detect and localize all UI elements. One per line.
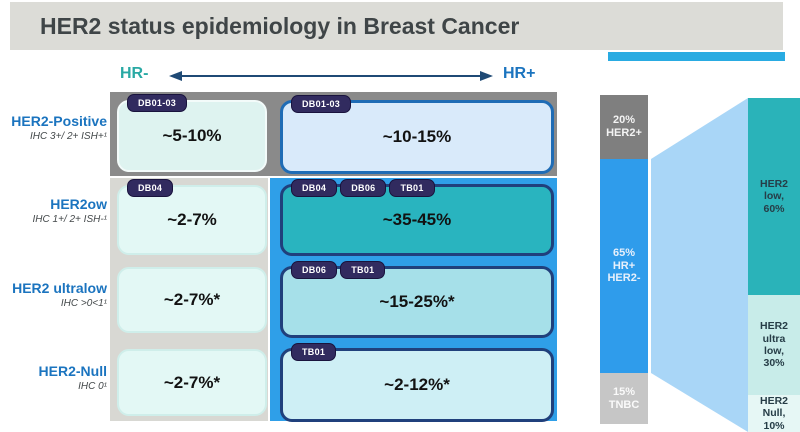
- page-title: HER2 status epidemiology in Breast Cance…: [40, 12, 520, 39]
- cell-her2ultralow-hrpos: DB06 TB01 ~15-25%*: [280, 261, 554, 338]
- segment-tnbc: 15% TNBC: [600, 373, 648, 424]
- prevalence-value: ~10-15%: [382, 127, 452, 146]
- row-name: HER2-Positive: [11, 113, 107, 129]
- row-criteria: IHC >0<1¹: [60, 298, 107, 310]
- prevalence-value: ~15-25%*: [379, 292, 455, 311]
- badge-group: DB04: [127, 179, 174, 197]
- row-criteria: IHC 0¹: [78, 381, 107, 393]
- source-badge: TB01: [389, 179, 435, 197]
- row-name: HER2ow: [50, 196, 107, 212]
- segment-hrpos-her2neg: 65% HR+ HER2-: [600, 159, 648, 373]
- source-badge: DB01-03: [291, 95, 352, 113]
- flow-connector-shape: [651, 98, 748, 432]
- prevalence-value: ~2-12%*: [384, 375, 450, 394]
- double-arrow-icon: [169, 71, 493, 81]
- cell-her2positive-hrneg: DB01-03 ~5-10%: [117, 94, 267, 172]
- cell-her2null-hrneg: ~2-7%*: [117, 349, 267, 416]
- stacked-bar-all-breast-cancer: 20% HER2+ 65% HR+ HER2- 15% TNBC: [600, 95, 648, 424]
- segment-her2-positive: 20% HER2+: [600, 95, 648, 159]
- source-badge: TB01: [340, 261, 386, 279]
- row-label-her2-null: HER2-Null IHC 0¹: [0, 363, 107, 393]
- cell-her2null-hrpos: TB01 ~2-12%*: [280, 343, 554, 422]
- source-badge: DB06: [291, 261, 338, 279]
- prevalence-value: ~2-7%*: [163, 372, 221, 392]
- segment-her2-low: HER2 low, 60%: [748, 98, 800, 295]
- badge-group: DB06 TB01: [291, 261, 386, 279]
- row-name: HER2 ultralow: [12, 280, 107, 296]
- row-criteria: IHC 3+/ 2+ ISH+¹: [30, 131, 107, 143]
- prevalence-value: ~2-7%*: [163, 290, 221, 309]
- source-badge: DB06: [340, 179, 387, 197]
- badge-group: DB04 DB06 TB01: [291, 179, 435, 197]
- row-label-her2-low: HER2ow IHC 1+/ 2+ ISH-¹: [0, 196, 107, 226]
- source-badge: DB01-03: [127, 94, 188, 112]
- hr-positive-label: HR+: [503, 65, 536, 82]
- source-badge: TB01: [291, 343, 337, 361]
- row-criteria: IHC 1+/ 2+ ISH-¹: [32, 214, 107, 226]
- hr-negative-label: HR-: [120, 65, 149, 82]
- segment-her2-null: HER2 Null, 10%: [748, 395, 800, 432]
- badge-group: DB01-03: [127, 94, 188, 112]
- badge-group: DB01-03: [291, 95, 352, 113]
- prevalence-value: ~2-7%: [167, 210, 217, 229]
- cell-her2low-hrpos: DB04 DB06 TB01 ~35-45%: [280, 179, 554, 256]
- badge-group: TB01: [291, 343, 337, 361]
- segment-her2-ultralow: HER2 ultra low, 30%: [748, 295, 800, 395]
- title-accent-strip: [608, 52, 785, 61]
- row-label-her2-ultralow: HER2 ultralow IHC >0<1¹: [0, 280, 107, 310]
- row-label-her2-positive: HER2-Positive IHC 3+/ 2+ ISH+¹: [0, 113, 107, 143]
- source-badge: DB04: [127, 179, 174, 197]
- cell-her2low-hrneg: DB04 ~2-7%: [117, 179, 267, 255]
- prevalence-value: ~5-10%: [162, 126, 222, 145]
- title-bar: HER2 status epidemiology in Breast Cance…: [10, 2, 783, 50]
- cell-her2ultralow-hrneg: ~2-7%*: [117, 267, 267, 333]
- prevalence-value: ~35-45%: [382, 210, 452, 229]
- row-name: HER2-Null: [38, 363, 107, 379]
- source-badge: DB04: [291, 179, 338, 197]
- stacked-bar-her2-expression: HER2 low, 60% HER2 ultra low, 30% HER2 N…: [748, 98, 800, 432]
- cell-her2positive-hrpos: DB01-03 ~10-15%: [280, 95, 554, 174]
